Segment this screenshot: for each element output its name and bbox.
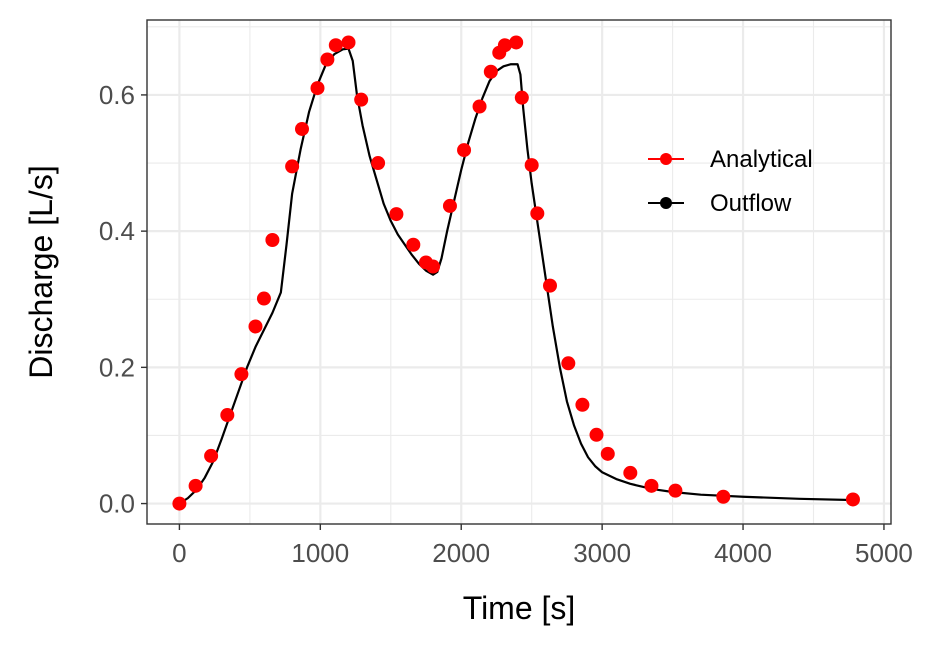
x-axis-tick-label: 3000 [573, 538, 631, 568]
analytical-point [497, 38, 512, 53]
analytical-point [265, 232, 280, 247]
axis-layer: 0 1000 2000 3000 4000 5000 0.0 0.2 0.4 0.6 [99, 80, 913, 568]
analytical-point [483, 64, 498, 79]
analytical-point [668, 483, 683, 498]
analytical-point [354, 92, 369, 107]
analytical-point [514, 90, 529, 105]
plot-panel-border [146, 19, 892, 525]
analytical-point [426, 259, 441, 274]
analytical-point [543, 278, 557, 293]
analytical-point [188, 478, 203, 493]
x-axis-title: Time [s] [463, 590, 576, 626]
x-axis-tick-label: 2000 [432, 538, 490, 568]
legend-label-analytical: Analytical [710, 146, 813, 173]
analytical-point [524, 158, 539, 173]
analytical-point [341, 35, 356, 50]
analytical-point [248, 319, 263, 334]
y-axis-tick-label: 0.4 [99, 216, 135, 246]
analytical-point [644, 478, 659, 493]
analytical-point [295, 121, 309, 136]
analytical-point [509, 35, 524, 50]
analytical-point [589, 427, 604, 442]
analytical-point [561, 356, 576, 371]
analytical-point [234, 367, 249, 382]
analytical-point [320, 52, 335, 67]
legend-label-outflow: Outflow [710, 190, 792, 217]
analytical-point [406, 237, 421, 252]
analytical-point [845, 492, 860, 507]
analytical-point [530, 206, 545, 221]
x-axis-tick-label: 0 [172, 538, 186, 568]
y-axis-title: Discharge [L/s] [23, 165, 59, 378]
analytical-point [328, 38, 343, 53]
analytical-point [256, 291, 271, 306]
analytical-point [457, 143, 472, 158]
analytical-point [442, 198, 457, 213]
analytical-point [204, 448, 219, 463]
legend-key-dot-analytical [660, 153, 672, 165]
analytical-point [389, 207, 404, 222]
legend-key-dot-outflow [660, 197, 672, 209]
analytical-point [371, 156, 386, 171]
analytical-point [220, 408, 235, 423]
x-axis-tick-label: 5000 [855, 538, 913, 568]
y-axis-tick-label: 0.6 [99, 80, 135, 110]
series-layer [172, 35, 860, 511]
analytical-point [575, 397, 590, 412]
y-axis-tick-label: 0.0 [99, 489, 135, 519]
analytical-point [716, 489, 731, 504]
analytical-point [623, 465, 638, 480]
x-axis-tick-label: 4000 [714, 538, 772, 568]
analytical-point [472, 99, 487, 114]
analytical-point [310, 81, 325, 96]
analytical-point [172, 496, 187, 511]
y-axis-tick-label: 0.2 [99, 352, 135, 382]
analytical-point [285, 159, 300, 174]
analytical-point [600, 446, 615, 461]
x-axis-tick-label: 1000 [291, 538, 349, 568]
legend: Analytical Outflow [648, 146, 813, 217]
